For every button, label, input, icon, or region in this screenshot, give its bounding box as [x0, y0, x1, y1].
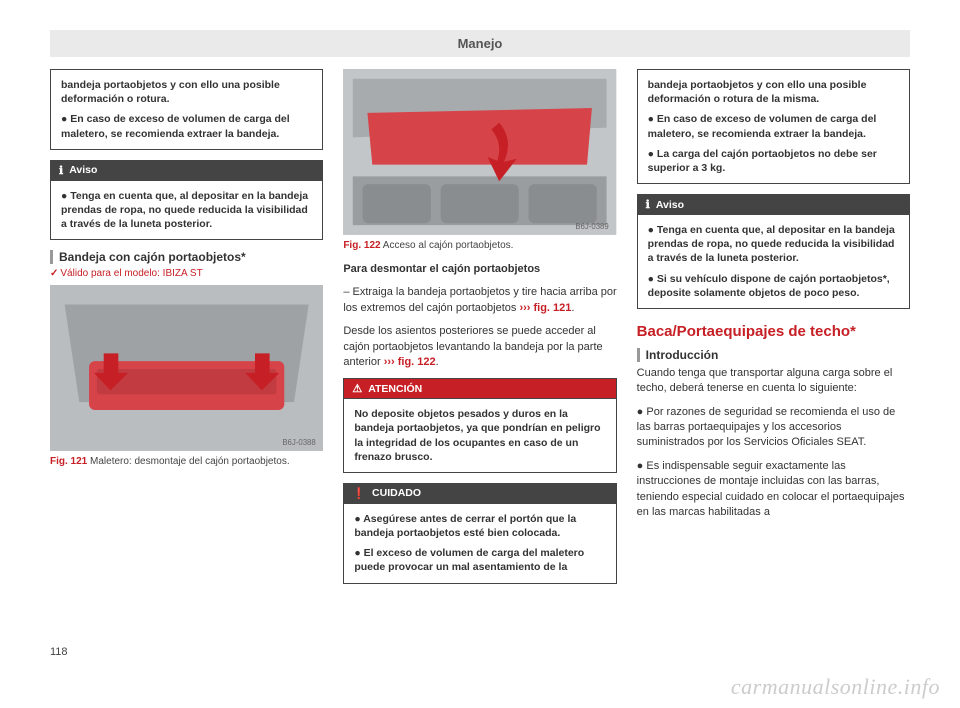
fig-code: B6J-0389	[576, 222, 609, 231]
fig-code: B6J-0388	[282, 438, 315, 447]
body-text: Desde los asientos posteriores se puede …	[343, 324, 616, 370]
warn-text: bandeja portaobjetos y con ello una posi…	[648, 79, 867, 105]
cuidado-box: ● Asegúrese antes de cerrar el portón qu…	[343, 503, 616, 584]
bullet-text: ● Por razones de seguridad se recomienda…	[637, 405, 910, 451]
aviso-box: ● Tenga en cuenta que, al depositar en l…	[637, 214, 910, 309]
atencion-box: No deposite objetos pesados y duros en l…	[343, 398, 616, 473]
aviso-bullet: ● Tenga en cuenta que, al depositar en l…	[648, 224, 895, 264]
watermark: carmanualsonline.info	[731, 674, 940, 700]
aviso-bullet: ● Si su vehículo dispone de cajón portao…	[648, 273, 890, 299]
intro-text: Cuando tenga que transportar alguna carg…	[637, 366, 910, 397]
warning-icon: ⚠	[352, 382, 362, 395]
warn-bullet: ● En caso de exceso de volumen de carga …	[61, 113, 290, 139]
fig121-caption: Fig. 121 Maletero: desmontaje del cajón …	[50, 455, 323, 468]
column-2: B6J-0389 Fig. 122 Acceso al cajón portao…	[343, 69, 616, 594]
caution-icon: ❗	[352, 487, 366, 500]
aviso-header: ℹ Aviso	[637, 194, 910, 214]
info-icon: ℹ	[59, 164, 63, 177]
page-number: 118	[50, 646, 68, 658]
step-text: – Extraiga la bandeja portaobjetos y tir…	[343, 285, 616, 316]
warn-bullet: ● La carga del cajón portaobjetos no deb…	[648, 148, 877, 174]
figure-121: B6J-0388	[50, 285, 323, 451]
aviso-label: Aviso	[69, 164, 97, 176]
aviso-header: ℹ Aviso	[50, 160, 323, 180]
intro-title: Introducción	[637, 348, 910, 362]
warning-box: bandeja portaobjetos y con ello una posi…	[637, 69, 910, 184]
cuidado-header: ❗ CUIDADO	[343, 483, 616, 503]
aviso-label: Aviso	[656, 199, 684, 211]
fig122-caption: Fig. 122 Acceso al cajón portaobjetos.	[343, 239, 616, 252]
warn-text: bandeja portaobjetos y con ello una posi…	[61, 79, 280, 105]
bullet-text: ● Es indispensable seguir exactamente la…	[637, 459, 910, 521]
cuidado-label: CUIDADO	[372, 487, 421, 499]
cuidado-bullet: ● Asegúrese antes de cerrar el portón qu…	[354, 513, 576, 539]
page-header: Manejo	[50, 30, 910, 57]
section-title: Bandeja con cajón portaobjetos*	[50, 250, 323, 264]
cuidado-bullet: ● El exceso de volumen de carga del male…	[354, 547, 584, 573]
atencion-header: ⚠ ATENCIÓN	[343, 378, 616, 398]
info-icon: ℹ	[646, 198, 650, 211]
warn-bullet: ● En caso de exceso de volumen de carga …	[648, 113, 877, 139]
aviso-box: ● Tenga en cuenta que, al depositar en l…	[50, 180, 323, 241]
atencion-text: No deposite objetos pesados y duros en l…	[354, 408, 600, 463]
aviso-bullet: ● Tenga en cuenta que, al depositar en l…	[61, 190, 308, 230]
column-1: bandeja portaobjetos y con ello una posi…	[50, 69, 323, 594]
valid-note: ✓Válido para el modelo: IBIZA ST	[50, 268, 323, 279]
atencion-label: ATENCIÓN	[368, 383, 422, 395]
figure-122: B6J-0389	[343, 69, 616, 235]
warning-box: bandeja portaobjetos y con ello una posi…	[50, 69, 323, 150]
main-section-title: Baca/Portaequipajes de techo*	[637, 323, 910, 340]
sub-heading: Para desmontar el cajón portaobjetos	[343, 262, 616, 277]
column-3: bandeja portaobjetos y con ello una posi…	[637, 69, 910, 594]
